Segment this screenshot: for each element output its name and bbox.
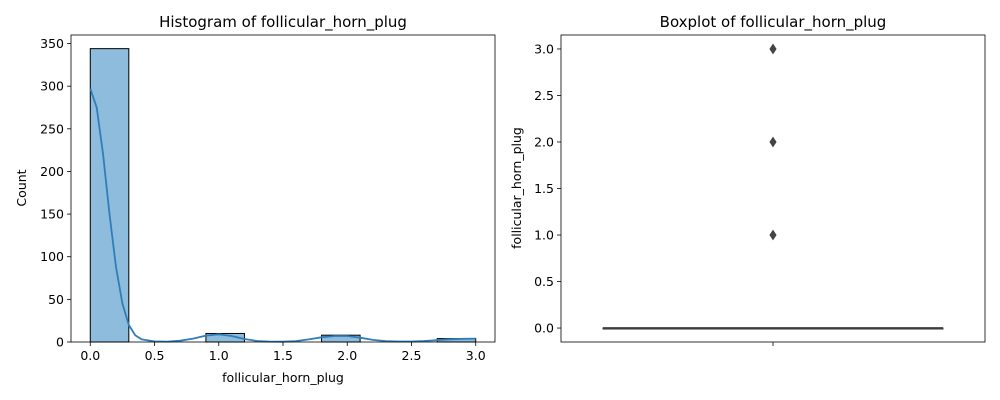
boxplot-y-tick-label: 0.5 — [534, 274, 554, 289]
boxplot-chart: Boxplot of follicular_horn_plug 0.0 0.5 1.… — [509, 13, 986, 346]
histogram-x-tick-label: 1.5 — [273, 348, 293, 363]
histogram-x-ticks: 0.0 0.5 1.0 1.5 2.0 2.5 3.0 — [80, 342, 486, 363]
histogram-x-tick-label: 0.5 — [145, 348, 165, 363]
histogram-x-label: follicular_horn_plug — [222, 370, 344, 385]
boxplot-y-tick-label: 3.0 — [534, 41, 554, 56]
histogram-x-tick-label: 3.0 — [466, 348, 486, 363]
boxplot-y-tick-label: 1.5 — [534, 181, 554, 196]
boxplot-outlier-marker — [769, 43, 777, 55]
histogram-y-tick-label: 300 — [40, 79, 64, 94]
histogram-bars — [89, 48, 477, 343]
histogram-x-tick-label: 2.5 — [402, 348, 422, 363]
histogram-y-tick-label: 200 — [40, 164, 64, 179]
histogram-y-tick-label: 250 — [40, 121, 64, 136]
boxplot-y-tick-label: 2.5 — [534, 88, 554, 103]
histogram-kde-line — [89, 88, 476, 343]
boxplot-title: Boxplot of follicular_horn_plug — [660, 13, 887, 32]
histogram-y-tick-label: 150 — [40, 207, 64, 222]
boxplot-y-tick-label: 2.0 — [534, 134, 554, 149]
histogram-title: Histogram of follicular_horn_plug — [159, 13, 407, 32]
histogram-x-tick-label: 1.0 — [209, 348, 229, 363]
histogram-chart: Histogram of follicular_horn_plug 0.0 0.5… — [14, 13, 496, 385]
boxplot-box — [602, 327, 944, 330]
boxplot-outlier-marker — [769, 136, 777, 148]
histogram-bar — [89, 48, 130, 343]
histogram-y-tick-label: 100 — [40, 249, 64, 264]
boxplot-y-label: follicular_horn_plug — [509, 127, 524, 249]
histogram-y-tick-label: 350 — [40, 36, 64, 51]
histogram-y-ticks: 0 50 100 150 200 250 300 350 — [40, 36, 71, 350]
boxplot-outliers — [769, 43, 777, 241]
histogram-x-tick-label: 2.0 — [337, 348, 357, 363]
boxplot-y-tick-label: 1.0 — [534, 228, 554, 243]
boxplot-y-tick-label: 0.0 — [534, 321, 554, 336]
boxplot-outlier-marker — [769, 229, 777, 241]
boxplot-y-ticks: 0.0 0.5 1.0 1.5 2.0 2.5 3.0 — [534, 41, 561, 336]
histogram-y-tick-label: 50 — [48, 292, 64, 307]
boxplot-frame — [560, 34, 986, 343]
histogram-y-tick-label: 0 — [56, 335, 64, 350]
histogram-y-label: Count — [14, 169, 29, 206]
histogram-frame — [70, 34, 496, 343]
histogram-x-tick-label: 0.0 — [80, 348, 100, 363]
